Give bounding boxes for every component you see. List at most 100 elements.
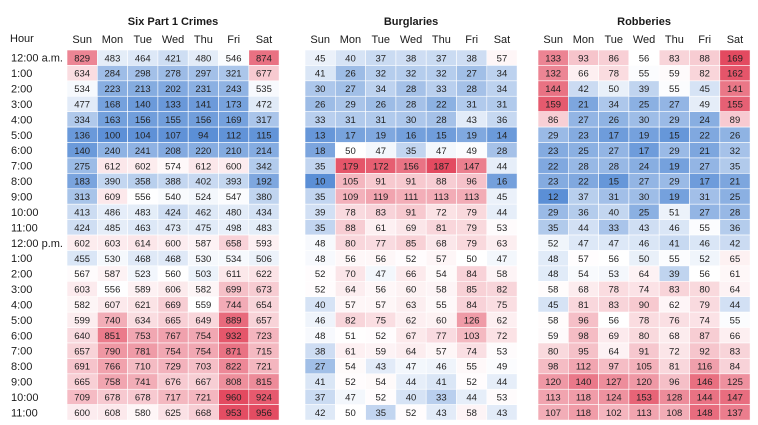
cell-value-label: 120 [545,377,561,388]
cell-value-label: 754 [195,346,211,357]
cell-value-label: 62 [669,300,680,311]
cell-value-label: 136 [74,130,90,141]
cell-value-label: 485 [105,223,121,234]
cell-value-label: 39 [315,208,326,219]
cell-value-label: 424 [165,208,181,219]
hour-labels: 12:00 a.m. 1:00 2:00 3:00 4:00 5:00 6:00 7:00 8:… [11,53,63,420]
hour-label: 12:00 p.m. [11,238,63,250]
cell-value-label: 51 [345,331,356,342]
cell-value-label: 31 [497,100,508,111]
cell-value-label: 91 [639,346,650,357]
day-header: Wed [162,34,184,46]
cell-value-label: 28 [497,146,508,157]
day-header: Fri [227,34,240,46]
cell-value-label: 76 [669,315,680,326]
cell-value-label: 691 [74,362,90,373]
cell-value-label: 621 [135,300,151,311]
cell-value-label: 85 [406,238,417,249]
cell-value-label: 103 [464,331,480,342]
hour-label: 4:00 [11,114,32,126]
cell-value-label: 29 [669,146,680,157]
cell-value-label: 402 [195,177,211,188]
cell-value-label: 889 [226,315,242,326]
cell-value-label: 48 [548,254,559,265]
cell-value-label: 506 [256,254,272,265]
cell-value-label: 88 [436,177,447,188]
cell-value-label: 612 [195,161,211,172]
day-header: Thu [432,34,451,46]
cell-value-label: 530 [105,254,121,265]
cell-value-label: 68 [436,238,447,249]
cell-value-label: 35 [315,161,326,172]
day-header: Fri [465,34,478,46]
cell-value-label: 49 [497,362,508,373]
cell-value-label: 53 [608,269,619,280]
cell-value-label: 54 [345,362,356,373]
cell-value-label: 37 [578,192,589,203]
cell-value-label: 27 [669,100,680,111]
cell-value-label: 119 [373,192,388,203]
cell-value-label: 22 [699,130,710,141]
cell-value-label: 39 [639,84,650,95]
cell-value-label: 52 [406,254,417,265]
cell-value-label: 673 [256,285,272,296]
cell-value-label: 35 [315,223,326,234]
cell-value-label: 56 [375,254,386,265]
cell-value-label: 81 [578,300,589,311]
heatmap-cell [719,404,751,421]
cell-value-label: 924 [256,393,272,404]
cell-value-label: 358 [135,177,151,188]
cell-value-label: 56 [608,315,619,326]
cell-value-label: 77 [436,331,447,342]
cell-value-label: 19 [639,130,650,141]
cell-value-label: 128 [666,393,682,404]
cell-value-label: 47 [406,362,417,373]
cell-value-label: 599 [74,315,90,326]
cell-value-label: 162 [727,69,743,80]
cell-value-label: 69 [406,223,417,234]
cell-value-label: 77 [375,238,386,249]
cell-value-label: 658 [226,238,242,249]
heatmap-cell [248,404,280,421]
cell-value-label: 480 [226,208,242,219]
cell-value-label: 424 [74,223,90,234]
cell-value-label: 46 [639,238,650,249]
cell-value-label: 156 [403,161,419,172]
cell-value-label: 35 [375,408,386,419]
cell-value-label: 607 [105,300,121,311]
cell-value-label: 321 [226,69,242,80]
cell-value-label: 12 [548,192,559,203]
cell-value-label: 66 [406,269,417,280]
cell-value-label: 102 [606,408,622,419]
cell-value-label: 113 [546,393,561,404]
cell-value-label: 587 [105,269,121,280]
cell-value-label: 107 [165,130,181,141]
cell-value-label: 61 [730,269,741,280]
cell-value-label: 81 [669,362,680,373]
cell-value-label: 44 [578,223,589,234]
cell-value-label: 82 [699,69,710,80]
cell-value-label: 115 [256,130,271,141]
cell-value-label: 27 [699,208,710,219]
cell-value-label: 35 [315,192,326,203]
cell-value-label: 654 [256,300,272,311]
cell-value-label: 48 [315,331,326,342]
day-header: Mon [573,34,594,46]
cell-value-label: 79 [466,223,477,234]
cell-value-label: 59 [548,331,559,342]
cell-value-label: 22 [578,177,589,188]
cell-value-label: 57 [436,346,447,357]
cell-value-label: 744 [226,300,242,311]
cell-value-label: 24 [699,115,710,126]
cell-value-label: 21 [730,177,741,188]
cell-value-label: 31 [608,192,619,203]
cell-value-label: 33 [315,115,326,126]
day-header: Sat [494,34,511,46]
cell-value-label: 50 [639,254,650,265]
cell-value-label: 53 [497,223,508,234]
cell-value-label: 483 [135,208,151,219]
cell-value-label: 33 [436,84,447,95]
cell-value-label: 710 [135,362,151,373]
cell-value-label: 472 [256,100,272,111]
